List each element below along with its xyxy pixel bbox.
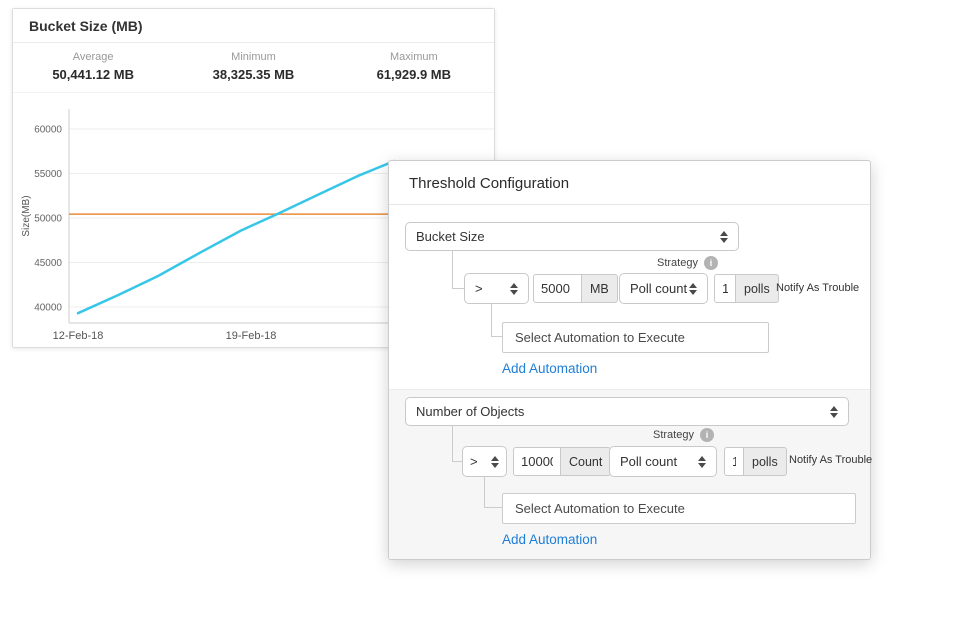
strategy-label: Strategy <box>653 429 694 441</box>
stat-minimum-value: 38,325.35 MB <box>212 67 295 82</box>
threshold-unit-addon: Count <box>561 447 612 476</box>
y-tick-label: 45000 <box>34 258 62 269</box>
threshold-configuration-panel: Threshold Configuration Bucket Size Stra… <box>388 160 873 560</box>
add-automation-link[interactable]: Add Automation <box>502 532 598 547</box>
select-spinner-icon <box>510 282 518 295</box>
poll-count-input[interactable] <box>714 274 736 303</box>
stat-maximum-label: Maximum <box>389 51 438 63</box>
stat-average-value: 50,441.12 MB <box>52 67 134 82</box>
info-icon[interactable]: i <box>699 428 714 442</box>
threshold-value-input[interactable] <box>533 274 582 303</box>
strategy-label-row: Strategy i <box>657 256 718 270</box>
metric-select-number-of-objects[interactable]: Number of Objects <box>405 397 849 426</box>
y-tick-label: 55000 <box>34 169 62 180</box>
y-tick-label: 50000 <box>34 214 62 225</box>
select-spinner-icon <box>830 405 838 418</box>
info-icon[interactable]: i <box>703 256 718 270</box>
operator-select-value: > <box>470 454 478 469</box>
y-tick-label: 40000 <box>34 303 62 314</box>
operator-select[interactable]: > <box>464 273 529 304</box>
strategy-select[interactable]: Poll count <box>619 273 708 304</box>
strategy-select-value: Poll count <box>630 281 688 296</box>
poll-unit-addon: polls <box>736 274 779 303</box>
metric-select-bucket-size[interactable]: Bucket Size <box>405 222 739 251</box>
operator-select[interactable]: > <box>462 446 507 477</box>
strategy-select-value: Poll count <box>620 454 678 469</box>
poll-count-input[interactable] <box>724 447 744 476</box>
stat-maximum: Maximum 61,929.9 MB <box>334 51 494 82</box>
operator-select-value: > <box>475 281 483 296</box>
poll-count-group: polls <box>714 274 779 303</box>
select-spinner-icon <box>689 282 697 295</box>
tree-connector <box>484 477 502 508</box>
notify-as-trouble-label: Notify As Trouble <box>789 454 873 466</box>
x-tick-label: 19-Feb-18 <box>226 330 277 342</box>
select-spinner-icon <box>491 455 499 468</box>
stat-average-label: Average <box>72 51 114 63</box>
tree-connector <box>452 426 462 462</box>
stat-minimum: Minimum 38,325.35 MB <box>173 51 333 82</box>
threshold-value-input[interactable] <box>513 447 561 476</box>
chart-stats-row: Average 50,441.12 MB Minimum 38,325.35 M… <box>13 43 494 93</box>
tree-connector <box>452 251 464 289</box>
select-spinner-icon <box>698 455 706 468</box>
automation-select[interactable]: Select Automation to Execute <box>502 322 769 353</box>
metric-select-value: Number of Objects <box>416 404 525 419</box>
metric-select-value: Bucket Size <box>416 229 485 244</box>
poll-count-group: polls <box>724 447 787 476</box>
title-divider <box>389 204 870 205</box>
threshold-value-group: MB <box>533 274 618 303</box>
y-axis-title: Size(MB) <box>21 195 32 236</box>
notify-as-trouble-label: Notify As Trouble <box>776 282 860 294</box>
threshold-panel-title: Threshold Configuration <box>409 175 570 192</box>
strategy-label-row: Strategy i <box>653 428 714 442</box>
tree-connector <box>491 304 502 337</box>
y-tick-label: 60000 <box>34 125 62 136</box>
threshold-unit-addon: MB <box>582 274 618 303</box>
threshold-value-group: Count <box>513 447 612 476</box>
strategy-select[interactable]: Poll count <box>609 446 717 477</box>
strategy-label: Strategy <box>657 257 698 269</box>
poll-unit-addon: polls <box>744 447 787 476</box>
stat-average: Average 50,441.12 MB <box>13 51 173 82</box>
select-spinner-icon <box>720 230 728 243</box>
automation-select[interactable]: Select Automation to Execute <box>502 493 856 524</box>
series-line <box>76 159 396 315</box>
stat-minimum-label: Minimum <box>231 51 276 63</box>
add-automation-link[interactable]: Add Automation <box>502 361 598 376</box>
x-tick-label: 12-Feb-18 <box>53 330 104 342</box>
chart-title: Bucket Size (MB) <box>13 9 494 43</box>
stat-maximum-value: 61,929.9 MB <box>376 67 452 82</box>
